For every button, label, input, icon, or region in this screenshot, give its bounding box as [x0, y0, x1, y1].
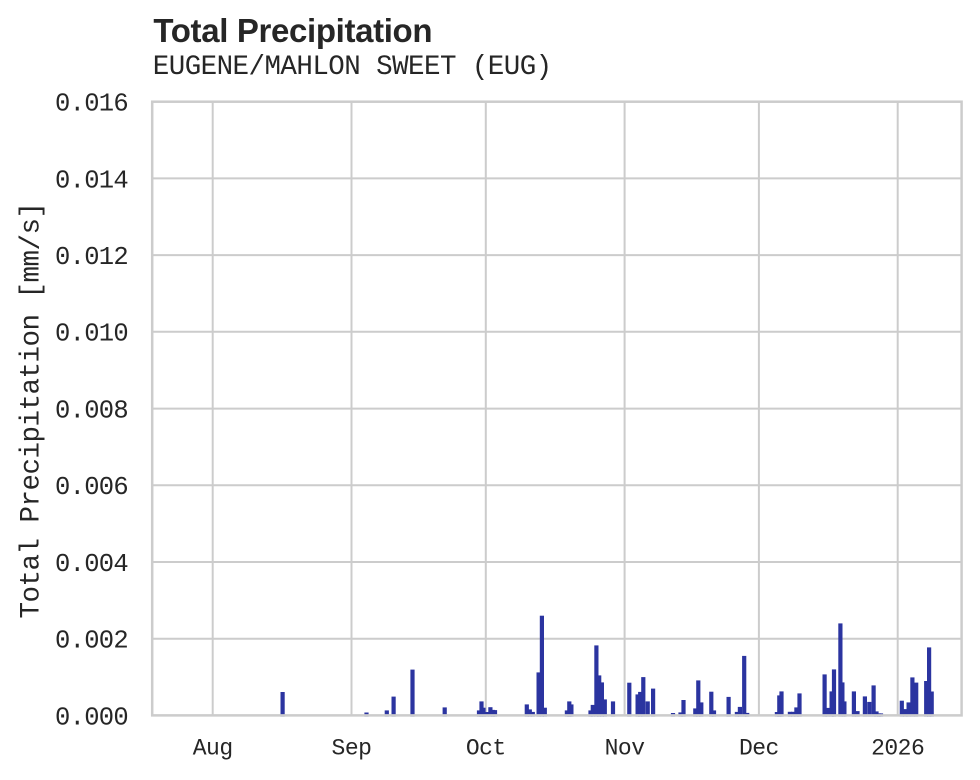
svg-text:2026: 2026: [871, 736, 924, 762]
svg-text:0.012: 0.012: [55, 243, 128, 272]
svg-text:0.010: 0.010: [55, 320, 128, 349]
svg-text:0.008: 0.008: [55, 396, 128, 425]
svg-text:Aug: Aug: [193, 736, 233, 762]
svg-text:0.002: 0.002: [55, 627, 128, 656]
svg-text:Oct: Oct: [466, 736, 506, 762]
svg-text:EUGENE/MAHLON SWEET (EUG): EUGENE/MAHLON SWEET (EUG): [153, 52, 552, 83]
svg-text:0.000: 0.000: [55, 703, 128, 732]
svg-text:0.006: 0.006: [55, 473, 128, 502]
svg-text:0.004: 0.004: [55, 550, 128, 579]
svg-text:Dec: Dec: [739, 736, 779, 762]
svg-text:Total Precipitation: Total Precipitation: [153, 12, 432, 49]
svg-text:Nov: Nov: [605, 736, 646, 762]
svg-text:Total Precipitation [mm/s]: Total Precipitation [mm/s]: [17, 202, 48, 618]
svg-text:0.016: 0.016: [55, 90, 128, 119]
svg-text:0.014: 0.014: [55, 166, 128, 195]
svg-text:Sep: Sep: [332, 736, 372, 762]
